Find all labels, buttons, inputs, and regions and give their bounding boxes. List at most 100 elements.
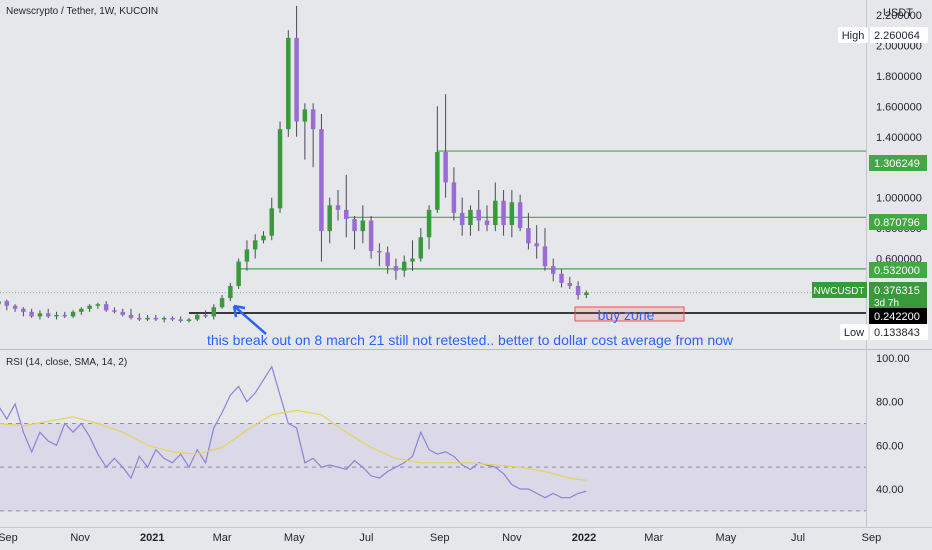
rsi-tick-label: 80.00 [876,397,904,409]
candle [550,258,556,282]
candle-body [335,205,341,210]
level-3-value: 0.532000 [874,265,920,277]
candle [534,225,539,259]
price-tick-label: 1.000000 [876,193,922,205]
candle-series [0,5,589,323]
price-pane[interactable] [0,0,866,348]
candle-body [153,317,159,320]
candle [4,299,10,311]
candle-body [120,311,125,315]
candle-body [385,252,390,267]
candle-body [95,304,101,306]
candle [194,313,200,321]
candle [509,190,515,238]
candle [584,290,589,299]
candle [277,121,283,213]
candle [410,240,415,271]
candle-body [426,209,432,238]
currency-label[interactable]: USDT [883,7,913,19]
candle [468,205,473,236]
buy-zone[interactable]: buy zone [574,306,685,323]
time-tick-label: May [716,532,737,544]
candle [335,190,341,221]
candle [120,308,125,317]
time-tick-label: Jul [359,532,373,544]
candle-body [45,313,51,317]
rsi-pane[interactable] [0,351,866,527]
candle [211,304,217,320]
candle-body [12,305,18,309]
candle [542,228,548,271]
candle-body [286,37,291,130]
price-tick-label: 1.600000 [876,101,922,113]
rsi-axis[interactable]: 100.00 80.00 60.00 40.00 [876,353,910,496]
time-tick-label: 2021 [140,532,164,544]
candle-body [501,200,506,226]
candle [112,307,117,314]
candle [261,231,266,244]
candle-body [21,308,26,312]
candle [137,313,142,321]
candle [484,205,490,232]
candle-body [145,317,150,320]
rsi-tick-label: 40.00 [876,484,904,496]
candle-body [186,319,192,321]
candle [21,307,26,317]
candle-body [269,208,275,236]
candle [145,314,150,321]
candle-body [459,212,465,226]
candle-body [493,200,498,226]
candle [451,167,457,221]
buy-zone-box[interactable] [574,306,685,322]
candle [426,205,432,250]
high-label-box [838,27,868,43]
candle [310,103,316,168]
candle-body [70,311,76,317]
candle-body [401,261,407,271]
candle-body [476,209,481,221]
arrow-shaft [233,305,267,335]
candle-body [79,308,84,312]
candle [252,234,258,259]
candle-body [211,307,217,317]
level-2-badge: 0.870796 [869,214,927,230]
candle [418,228,424,262]
candle [54,311,59,320]
candle [294,5,299,137]
candle [103,301,109,312]
candle [79,307,84,315]
time-tick-label: 2022 [572,532,596,544]
breakout-arrow[interactable] [232,304,267,335]
price-axis[interactable]: 2.200000 2.000000 1.800000 1.600000 1.400000… [876,10,922,296]
candle-body [468,209,473,226]
candle [269,197,275,241]
candle [567,276,573,289]
time-tick-label: Mar [213,532,232,544]
candle-body [277,129,283,209]
rsi-series [0,365,587,499]
level-4-badge: 0.242200 [869,308,927,324]
candle-body [534,243,539,247]
candle-body [360,220,366,232]
candle-body [29,311,34,317]
rsi-bands [0,423,866,512]
high-value-box [870,27,928,43]
low-label: Low [844,327,864,339]
candle-body [344,209,349,219]
candle [37,310,43,320]
high-badge: High 2.260064 [838,27,928,43]
time-tick-label: Mar [644,532,663,544]
candle [87,304,92,312]
level-1-box [869,155,927,171]
candle-body [327,205,332,232]
low-value-box [870,324,928,340]
candle [575,281,581,300]
time-axis[interactable]: Sep Nov 2021 Mar May Jul Sep Nov 2022 Mar May Jul Se… [0,532,881,544]
candle [360,205,366,244]
price-tick-label: 1.800000 [876,71,922,83]
candle [286,30,291,137]
candle-body [542,246,548,267]
level-1-value: 1.306249 [874,158,920,170]
rsi-line [0,365,587,499]
